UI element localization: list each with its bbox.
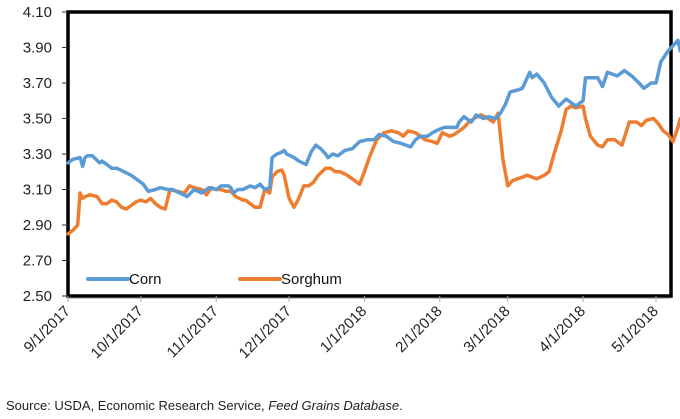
source-prefix: Source: USDA, Economic Research Service, xyxy=(6,398,269,413)
legend-label-sorghum: Sorghum xyxy=(281,271,342,288)
x-tick-label: 12/1/2017 xyxy=(236,303,295,362)
series-line-sorghum xyxy=(66,104,680,236)
x-tick-label: 4/1/2018 xyxy=(536,303,589,356)
source-note: Source: USDA, Economic Research Service,… xyxy=(6,398,403,413)
source-suffix: . xyxy=(399,398,403,413)
x-tick-label: 1/1/2018 xyxy=(317,303,370,356)
y-tick-label: 4.10 xyxy=(23,4,52,21)
y-tick-label: 2.90 xyxy=(23,217,52,234)
y-axis: 4.10 3.90 3.70 3.50 3.30 3.10 2.90 2.70 2.50 xyxy=(23,4,68,305)
x-tick-label: 10/1/2017 xyxy=(88,303,147,362)
y-tick-label: 3.90 xyxy=(23,40,52,57)
x-tick-label: 3/1/2018 xyxy=(460,303,513,356)
x-tick-label: 9/1/2017 xyxy=(21,303,74,356)
legend: Corn Sorghum xyxy=(86,271,342,288)
x-tick-label: 2/1/2018 xyxy=(392,303,445,356)
y-tick-label: 3.70 xyxy=(23,75,52,92)
source-database: Feed Grains Database xyxy=(268,398,400,413)
legend-label-corn: Corn xyxy=(129,271,162,288)
x-tick-label: 5/1/2018 xyxy=(609,303,662,356)
y-tick-label: 3.10 xyxy=(23,182,52,199)
y-tick-label: 3.50 xyxy=(23,111,52,128)
y-tick-label: 3.30 xyxy=(23,146,52,163)
line-chart: 4.10 3.90 3.70 3.50 3.30 3.10 2.90 2.70 2.50 9/1… xyxy=(21,4,680,362)
series-layer xyxy=(66,38,680,236)
y-tick-label: 2.70 xyxy=(23,253,52,270)
series-line-corn xyxy=(66,38,680,199)
x-tick-label: 11/1/2017 xyxy=(164,303,222,361)
y-tick-label: 2.50 xyxy=(23,288,52,305)
x-axis: 9/1/2017 10/1/2017 11/1/2017 12/1/2017 1/1/2… xyxy=(21,296,662,362)
